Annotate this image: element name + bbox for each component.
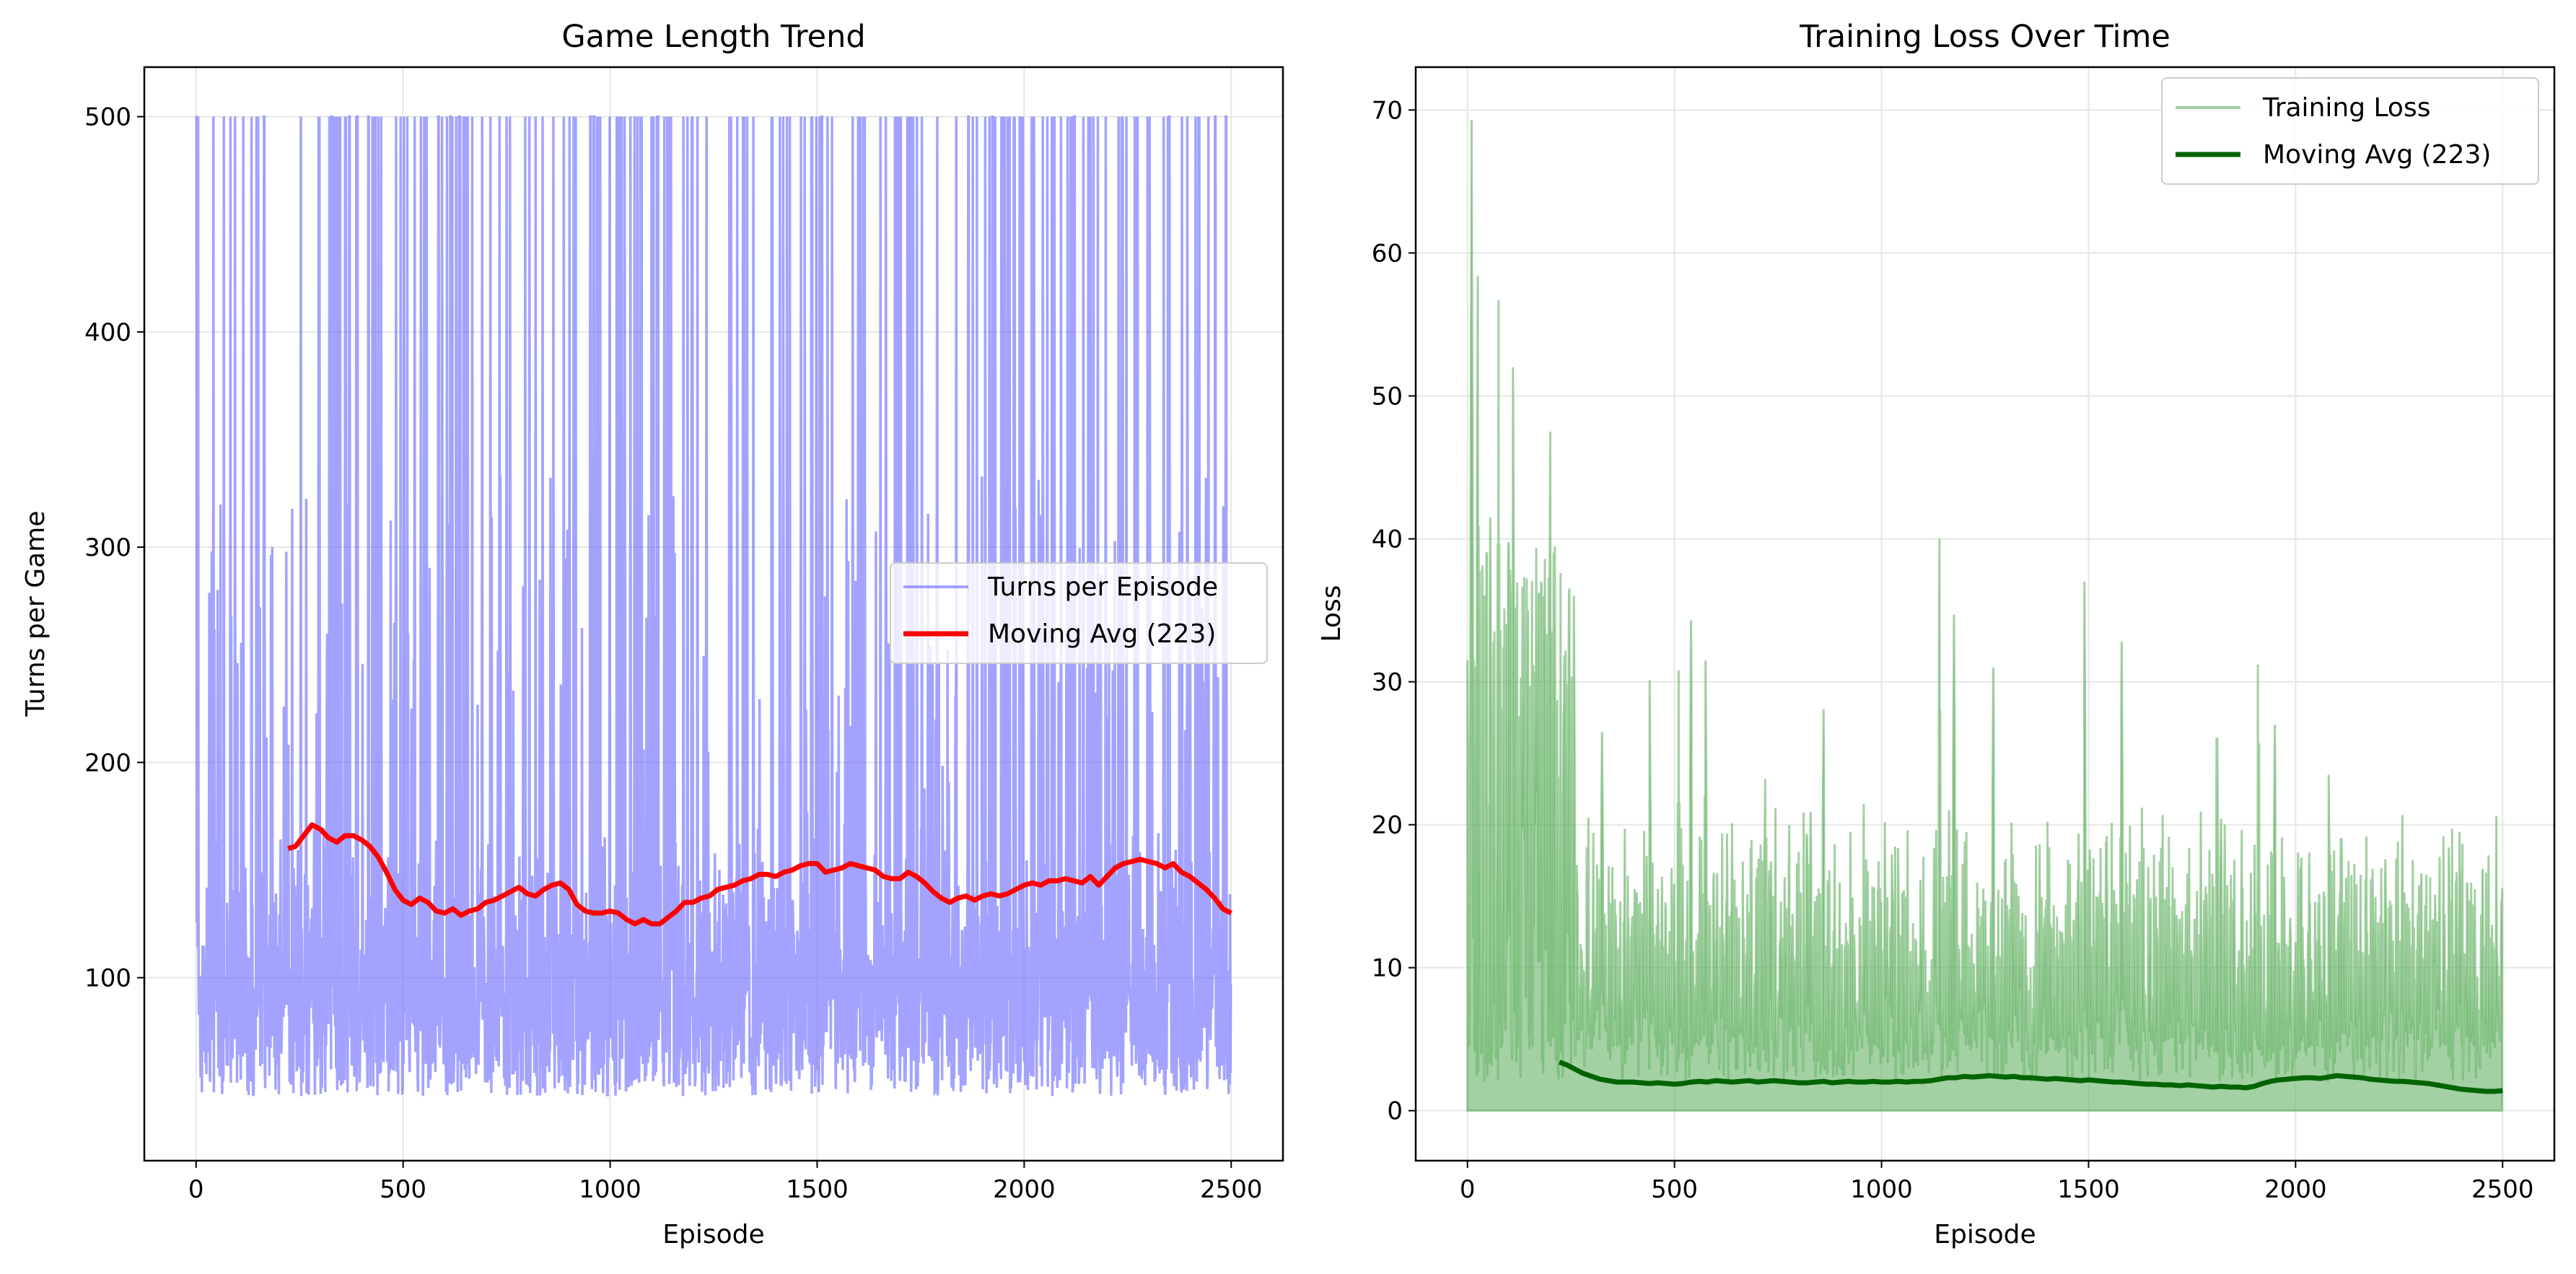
- chart-title: Game Length Trend: [561, 19, 865, 55]
- axis-ticks: 0 500 1000 1500 2000 2500 100 200 300 400 500: [84, 103, 1262, 1204]
- y-tick-label: 0: [1387, 1097, 1403, 1126]
- y-axis-label: Turns per Game: [21, 511, 51, 717]
- legend-label-moving-avg: Moving Avg (223): [988, 619, 1216, 649]
- x-tick-label: 0: [188, 1175, 204, 1204]
- y-tick-label: 200: [84, 749, 131, 777]
- chart-game-length: Game Length Trend 0 500 1000 1500 2000 2500 10…: [21, 19, 1284, 1249]
- legend-label-moving-avg: Moving Avg (223): [2263, 140, 2491, 170]
- y-tick-label: 500: [84, 103, 131, 132]
- x-tick-label: 0: [1460, 1175, 1476, 1204]
- legend-label-training-loss: Training Loss: [2262, 93, 2430, 123]
- x-axis-label: Episode: [662, 1220, 764, 1249]
- x-tick-label: 1500: [786, 1175, 849, 1204]
- x-tick-label: 2000: [2264, 1175, 2327, 1204]
- y-tick-label: 30: [1372, 668, 1403, 697]
- x-tick-label: 2500: [2471, 1175, 2534, 1204]
- x-axis-label: Episode: [1934, 1220, 2036, 1249]
- legend-box: [2161, 77, 2539, 185]
- series-area-training-loss: [1466, 120, 2504, 1112]
- series-line-moving-avg: [287, 822, 1232, 927]
- x-tick-label: 2500: [1200, 1175, 1263, 1204]
- y-tick-label: 300: [84, 533, 131, 562]
- x-tick-label: 500: [380, 1175, 426, 1204]
- x-tick-label: 1500: [2057, 1175, 2120, 1204]
- y-axis-label: Loss: [1317, 585, 1346, 642]
- x-tick-label: 1000: [1850, 1175, 1913, 1204]
- x-tick-label: 1000: [579, 1175, 641, 1204]
- x-tick-label: 2000: [993, 1175, 1056, 1204]
- legend: Turns per Episode Moving Avg (223): [890, 562, 1268, 664]
- y-tick-label: 50: [1372, 382, 1403, 411]
- series-line-moving-avg: [1558, 1060, 2503, 1094]
- x-tick-label: 500: [1651, 1175, 1698, 1204]
- plot-area-frame: [143, 66, 1284, 1162]
- y-tick-label: 20: [1372, 811, 1403, 840]
- legend-label-turns-per-episode: Turns per Episode: [987, 572, 1218, 602]
- legend-box: [890, 562, 1268, 664]
- legend: Training Loss Moving Avg (223): [2161, 77, 2539, 185]
- axis-ticks: 0 500 1000 1500 2000 2500 0 10 20 30 40 50 60 70: [1372, 96, 2534, 1204]
- y-tick-label: 40: [1372, 525, 1403, 554]
- chart-training-loss: Training Loss Over Time 0 500 1000 1500 2000…: [1317, 19, 2556, 1249]
- y-tick-label: 70: [1372, 96, 1403, 125]
- y-tick-label: 10: [1372, 954, 1403, 983]
- y-tick-label: 400: [84, 318, 131, 347]
- y-tick-label: 100: [84, 964, 131, 993]
- plot-area-frame: [1414, 66, 2556, 1162]
- chart-title: Training Loss Over Time: [1799, 19, 2170, 55]
- y-tick-label: 60: [1372, 239, 1403, 268]
